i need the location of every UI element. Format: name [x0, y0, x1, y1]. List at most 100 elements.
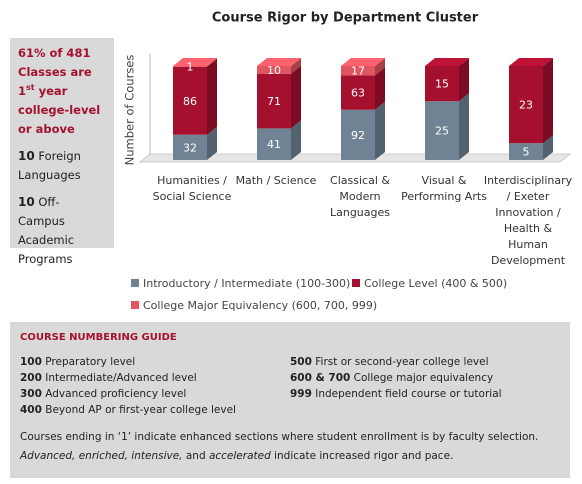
bar-front — [341, 66, 375, 76]
chart: Course Rigor by Department Cluster Numbe… — [123, 11, 573, 313]
bar-segment — [425, 93, 469, 160]
guide-code: 200 — [20, 372, 42, 384]
guide-text: Beyond AP or first-year college level — [45, 404, 236, 416]
guide-text: Advanced proficiency level — [45, 388, 187, 400]
bar-top — [341, 58, 385, 66]
text: year college-level or above — [18, 84, 101, 136]
bar-front — [257, 128, 291, 160]
value-label: 92 — [351, 129, 365, 142]
x-tick-label: Languages — [330, 206, 390, 219]
guide-code: 500 — [290, 356, 312, 368]
note-text: and — [182, 450, 209, 462]
bar-front — [173, 66, 207, 135]
fact: 10 Foreign Languages — [18, 147, 106, 185]
value-label: 5 — [523, 146, 530, 159]
guide-item: 100 Preparatory level — [20, 354, 290, 370]
guide-code: 600 & 700 — [290, 372, 351, 384]
guide-text: Preparatory level — [45, 356, 136, 368]
guide-column: 100 Preparatory level 200 Intermediate/Ad… — [20, 354, 290, 418]
bar-side — [291, 120, 301, 160]
value-label: 15 — [435, 78, 449, 91]
x-tick-label: Health & — [504, 222, 553, 235]
legend-swatch — [352, 279, 360, 287]
bar-side — [543, 58, 553, 144]
guide-item: 400 Beyond AP or first-year college leve… — [20, 402, 290, 418]
bar-front — [257, 73, 291, 129]
x-tick-label: Development — [491, 254, 566, 267]
legend-swatch — [131, 279, 139, 287]
bar-side — [459, 93, 469, 160]
guide-column: 500 First or second-year college level 60… — [290, 354, 560, 418]
x-tick-label: Performing Arts — [401, 190, 487, 203]
bar-segment — [509, 58, 553, 144]
bar-side — [207, 58, 217, 67]
guide-item: 500 First or second-year college level — [290, 354, 560, 370]
bar-top — [173, 58, 217, 66]
guide-title: COURSE NUMBERING GUIDE — [20, 332, 177, 343]
bar-side — [459, 58, 469, 102]
x-tick-label: Visual & — [422, 174, 467, 187]
guide: COURSE NUMBERING GUIDE 100 Preparatory l… — [10, 322, 570, 478]
value-label: 17 — [351, 65, 365, 78]
x-tick-label: Classical & — [330, 174, 390, 187]
bar-side — [207, 126, 217, 160]
legend-label: College Level (400 & 500) — [364, 277, 507, 290]
x-tick-label: Interdisciplinary — [484, 174, 573, 187]
sidebar: 61% of 481 Classes are 1st year college-… — [10, 38, 114, 266]
guide-text: First or second-year college level — [315, 356, 489, 368]
y-axis-label: Number of Courses — [123, 55, 137, 166]
note-text: accelerated — [208, 450, 271, 462]
value-label: 10 — [267, 64, 281, 77]
bar-top — [257, 58, 301, 66]
bar-front — [173, 66, 207, 67]
bar-segment — [425, 58, 469, 102]
bar-side — [375, 101, 385, 160]
x-tick-label: Humanities / — [157, 174, 227, 187]
bar-front — [173, 134, 207, 160]
bar-top — [509, 58, 553, 66]
fact-label: Foreign Languages — [18, 149, 81, 182]
value-label: 23 — [519, 99, 533, 112]
note-text: indicate increased rigor and pace. — [270, 450, 454, 462]
fact-label: Off-Campus Academic Programs — [18, 195, 75, 266]
bar-segment — [173, 58, 217, 67]
legend-label: College Major Equivalency (600, 700, 999… — [143, 299, 377, 312]
value-label: 71 — [267, 95, 281, 108]
guide-item: 200 Intermediate/Advanced level — [20, 370, 290, 386]
value-label: 25 — [435, 125, 449, 138]
bar-side — [207, 58, 217, 135]
guide-item: 999 Independent field course or tutorial — [290, 386, 560, 402]
guide-columns: 100 Preparatory level 200 Intermediate/Ad… — [20, 354, 560, 418]
chart-title: Course Rigor by Department Cluster — [212, 11, 479, 26]
bar-top — [425, 58, 469, 66]
superscript: st — [26, 83, 35, 93]
bar-side — [375, 58, 385, 76]
guide-code: 400 — [20, 404, 42, 416]
highlight: 61% of 481 Classes are 1st year college-… — [18, 44, 106, 139]
bar-front — [341, 109, 375, 160]
guide-note: Courses ending in ‘1’ indicate enhanced … — [20, 428, 560, 466]
bar-segment — [341, 101, 385, 160]
value-label: 32 — [183, 141, 197, 154]
x-tick-label: Social Science — [153, 190, 232, 203]
x-tick-label: Math / Science — [236, 174, 317, 187]
note-text: Courses ending in ‘1’ indicate enhanced … — [20, 431, 539, 443]
bar-segment — [257, 58, 301, 74]
guide-item: 300 Advanced proficiency level — [20, 386, 290, 402]
text: 61% of 481 Classes are 1 — [18, 46, 92, 98]
note-text: Advanced, enriched, intensive, — [20, 450, 183, 462]
bar-segment — [173, 126, 217, 160]
value-label: 1 — [187, 60, 194, 73]
bar-front — [509, 143, 543, 160]
bar-side — [375, 67, 385, 110]
bar-side — [543, 135, 553, 160]
guide-code: 100 — [20, 356, 42, 368]
bar-front — [509, 66, 543, 144]
fact-number: 10 — [18, 149, 35, 163]
bar-front — [425, 66, 459, 102]
fact-number: 10 — [18, 195, 35, 209]
x-tick-label: Modern — [339, 190, 380, 203]
guide-text: Intermediate/Advanced level — [45, 372, 197, 384]
guide-item: 600 & 700 College major equivalency — [290, 370, 560, 386]
